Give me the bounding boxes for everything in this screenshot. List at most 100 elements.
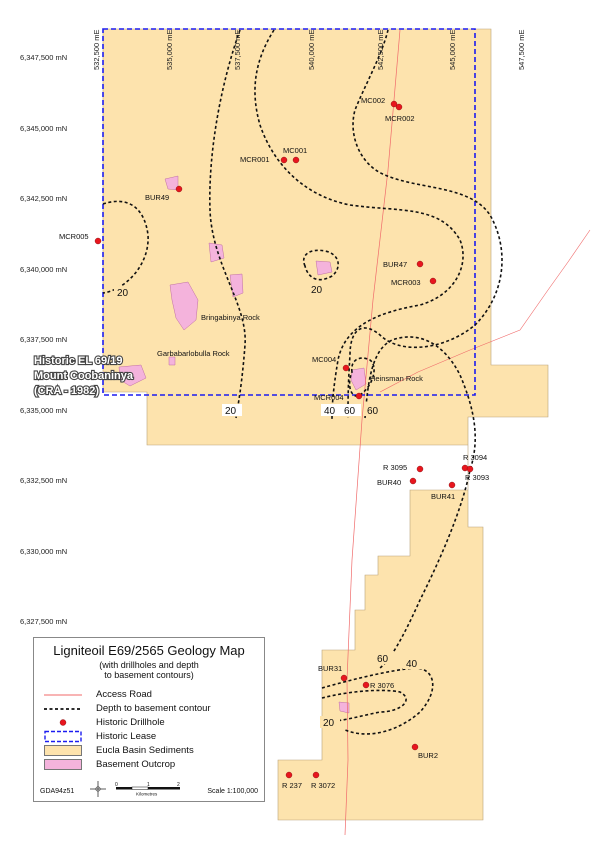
scale-tick: 1 [147,782,150,788]
northing-label: 6,337,500 mN [20,335,67,344]
drillhole-marker [466,465,474,473]
contour-label: 20 [117,288,129,299]
outcrop [168,356,176,366]
drillhole-marker [94,237,102,245]
contour-symbol [44,708,82,710]
outcrop [315,260,333,276]
drillhole-label: R 3095 [383,463,407,472]
easting-label: 537,500 mE [233,30,242,70]
scale-bar: 0 1 2 Kilometres [115,782,180,797]
drillhole-label: MCR002 [385,114,415,123]
map-legend: Ligniteoil E69/2565 Geology Map (with dr… [33,637,265,802]
contour-loop-20 [303,249,339,281]
eucla-basin-sediments [102,28,549,821]
drillhole-label: MCR001 [240,155,270,164]
legend-title: Ligniteoil E69/2565 Geology Map [53,643,245,658]
outcrop [118,364,147,387]
outcrop [338,701,350,714]
drillhole-marker [280,156,288,164]
north-arrow-icon [90,781,106,797]
eucla-swatch [44,745,82,756]
scale-tick: 2 [177,782,180,788]
legend-row-access-road: Access Road [34,688,264,701]
contour-60-east [364,336,476,669]
drillhole-label: MCR004 [314,393,344,402]
access-road [547,229,591,291]
northing-label: 6,330,000 mN [20,547,67,556]
northing-label: 6,342,500 mN [20,194,67,203]
contour-label: 20 [311,285,323,296]
northing-label: 6,332,500 mN [20,476,67,485]
easting-label: 545,000 mE [448,30,457,70]
easting-label: 542,500 mE [376,30,385,70]
drillhole-marker [292,156,300,164]
drillhole-label: BUR47 [383,260,407,269]
drillhole-marker [429,277,437,285]
scale-units: Kilometres [136,792,158,797]
legend-subtitle: (with drillholes and depth to basement c… [34,660,264,680]
access-road [379,289,549,393]
northing-axis: 6,347,500 mN 6,345,000 mN 6,342,500 mN 6… [20,53,67,626]
drillhole-label: MC002 [361,96,385,105]
drillhole-label: R 3072 [311,781,335,790]
drillhole-marker [285,771,293,779]
drillhole-label: BUR2 [418,751,438,760]
contour-label: 60 [344,406,356,417]
outcrop [350,367,367,391]
drillhole-marker [416,260,424,268]
drillhole-marker [390,100,398,108]
historic-lease-boundary [102,28,476,396]
legend-row-lease: Historic Lease [34,730,264,743]
legend-label: Eucla Basin Sediments [96,745,194,756]
drillhole-label: R 3093 [465,473,489,482]
legend-label: Historic Drillhole [96,717,165,728]
drillhole-label: R 237 [282,781,302,790]
contour-label: 60 [377,654,389,665]
northing-label: 6,345,000 mN [20,124,67,133]
datum-label: GDA94z51 [40,788,75,795]
drillhole-marker [362,681,370,689]
scale-tick: 0 [115,782,118,788]
easting-axis: 532,500 mE 535,000 mE 537,500 mE 540,000… [92,30,526,70]
easting-label: 540,000 mE [307,30,316,70]
lease-label-line2: Mount Coobaninya [34,370,134,382]
legend-label: Depth to basement contour [96,703,211,714]
outcrop-swatch [44,759,82,770]
legend-row-eucla: Eucla Basin Sediments [34,744,264,757]
drillhole-label: MCR005 [59,232,89,241]
northing-label: 6,340,000 mN [20,265,67,274]
contour-20-west [102,200,149,294]
contour-loop-60 [348,357,375,397]
depth-contours [102,29,503,735]
contour-south-20 [321,689,407,723]
drillhole-label: BUR31 [318,664,342,673]
northing-label: 6,347,500 mN [20,53,67,62]
contour-labels: 20 20 20 40 60 60 60 40 20 [114,283,423,729]
drillhole-marker [342,364,350,372]
outcrop [169,281,199,331]
drillhole-marker [312,771,320,779]
drillhole-marker [355,392,363,400]
contour-40 [254,29,464,421]
lease-symbol [44,730,82,743]
drillhole-label: BUR40 [377,478,401,487]
access-road-symbol [44,694,82,696]
legend-row-contour: Depth to basement contour [34,702,264,715]
drillhole-label: BUR49 [145,193,169,202]
legend-label: Basement Outcrop [96,759,176,770]
contour-label: 40 [324,406,336,417]
legend-row-outcrop: Basement Outcrop [34,758,264,771]
legend-row-drillhole: Historic Drillhole [34,716,264,729]
easting-label: 532,500 mE [92,30,101,70]
access-road [344,29,401,836]
scale-label: Scale 1:100,000 [207,788,258,795]
drillhole-marker [175,185,183,193]
drillhole-label: BUR41 [431,492,455,501]
drillhole-marker [448,481,456,489]
drillhole-marker [340,674,348,682]
contour-label: 20 [323,718,335,729]
drillhole-marker [416,465,424,473]
feature-label-garbabarlobulla: Garbabarlobulla Rock [157,349,230,358]
legend-label: Access Road [96,689,152,700]
